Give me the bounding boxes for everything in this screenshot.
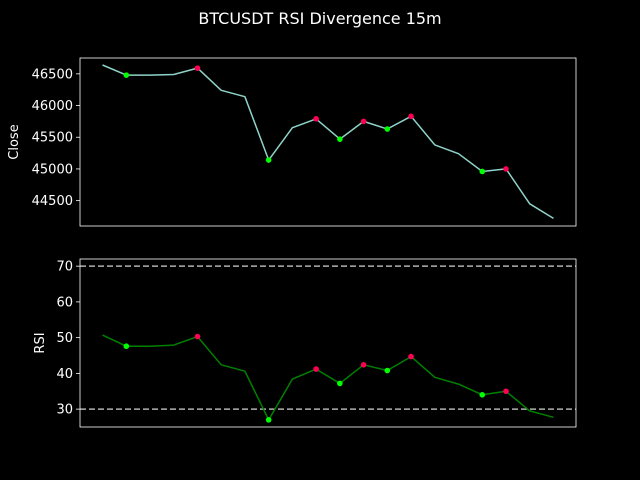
rsi-ytick-label: 50 [56, 331, 73, 346]
rsi-panel: RSI 30 40 50 60 70 [33, 258, 577, 428]
close-green-marker [337, 136, 343, 142]
rsi-red-marker [194, 333, 201, 340]
rsi-ytick-label: 60 [56, 295, 73, 310]
close-red-marker [360, 118, 367, 125]
close-ytick-label: 46500 [32, 67, 73, 82]
close-ytick-label: 44500 [32, 194, 73, 209]
close-green-marker [384, 126, 391, 132]
close-green-marker [123, 72, 130, 78]
close-red-marker [313, 116, 319, 122]
rsi-red-marker [313, 366, 319, 372]
rsi-green-marker [479, 392, 486, 398]
close-panel: Close 44500 45000 45500 46000 46500 [7, 57, 577, 227]
close-red-marker [503, 166, 509, 172]
rsi-series-line [102, 334, 554, 421]
close-ytick-label: 46000 [32, 99, 73, 114]
rsi-green-marker [123, 343, 130, 350]
close-axis-label: Close [7, 124, 22, 159]
rsi-ytick-label: 70 [56, 260, 73, 275]
close-green-marker [479, 168, 486, 175]
rsi-green-marker [337, 380, 343, 387]
rsi-axis-label: RSI [33, 332, 48, 353]
close-series-line [102, 64, 554, 220]
close-red-marker [194, 65, 201, 71]
close-ytick-label: 45500 [32, 131, 73, 146]
rsi-axes-frame [79, 258, 577, 428]
chart-title: BTCUSDT RSI Divergence 15m [198, 9, 441, 28]
rsi-green-marker [265, 417, 272, 423]
rsi-red-marker [360, 362, 367, 368]
rsi-ytick-label: 40 [56, 367, 73, 382]
close-ytick-label: 45000 [32, 162, 73, 177]
close-axes-frame [79, 57, 577, 227]
rsi-red-marker [408, 353, 414, 360]
close-green-marker [265, 157, 272, 163]
rsi-red-marker [503, 388, 509, 395]
close-red-marker [408, 113, 414, 120]
rsi-green-marker [384, 367, 391, 374]
rsi-ytick-label: 30 [56, 403, 73, 418]
